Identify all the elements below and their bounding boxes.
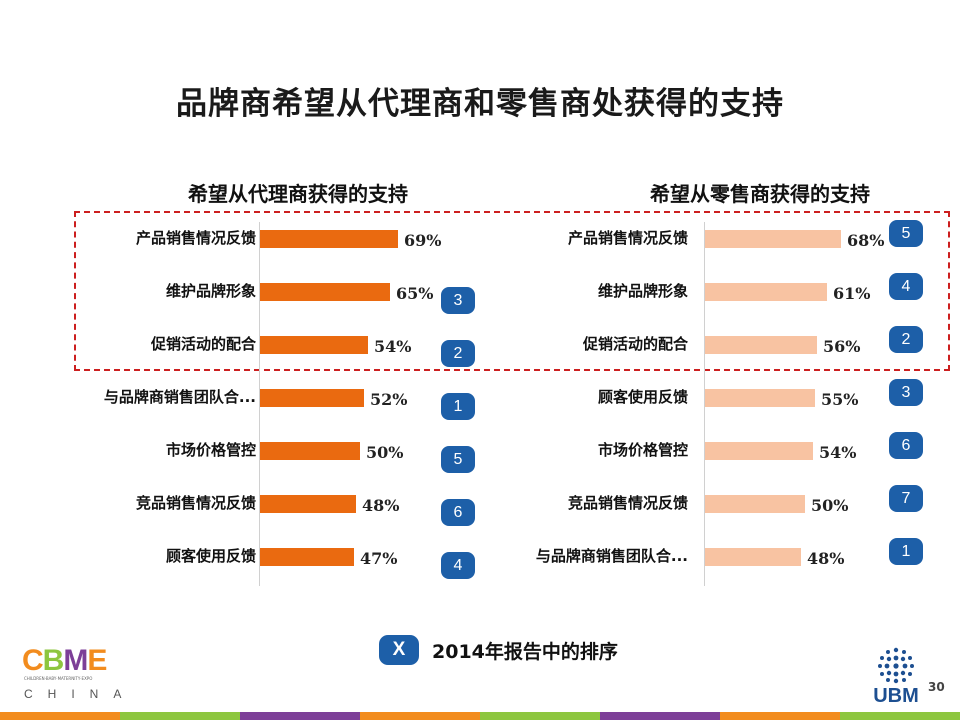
right-rank-badge: 2 xyxy=(889,326,923,353)
right-value-label: 54% xyxy=(819,443,857,462)
left-bar xyxy=(260,495,356,513)
right-value-label: 48% xyxy=(807,549,845,568)
right-rank-badge: 5 xyxy=(889,220,923,247)
page-title: 品牌商希望从代理商和零售商处获得的支持 xyxy=(176,86,784,122)
left-rank-badge: 6 xyxy=(441,499,475,526)
right-bar xyxy=(705,283,827,301)
footer-stripe-segment xyxy=(600,712,720,720)
left-bar xyxy=(260,442,360,460)
left-category-label: 竞品销售情况反馈 xyxy=(135,494,256,512)
cbme-subtitle: CHILDREN·BABY·MATERNITY·EXPO xyxy=(24,676,93,681)
ubm-globe-icon xyxy=(878,647,914,684)
right-bar xyxy=(705,495,805,513)
left-bar xyxy=(260,336,368,354)
right-rank-badge: 6 xyxy=(889,432,923,459)
left-value-label: 54% xyxy=(374,337,412,356)
left-bar xyxy=(260,283,390,301)
right-chart-title: 希望从零售商获得的支持 xyxy=(650,182,870,206)
left-rank-badge: 2 xyxy=(441,340,475,367)
footer-stripe-segment xyxy=(120,712,240,720)
right-rank-badge: 3 xyxy=(889,379,923,406)
top-three-highlight-box xyxy=(74,211,950,371)
left-rank-badge: 4 xyxy=(441,552,475,579)
left-value-label: 52% xyxy=(370,390,408,409)
right-bar xyxy=(705,389,815,407)
right-category-label: 竞品销售情况反馈 xyxy=(567,494,688,512)
footer-stripe-segment xyxy=(360,712,480,720)
footer-stripe-segment xyxy=(0,712,120,720)
cbme-logo-b: B xyxy=(42,644,65,677)
right-rank-badge: 4 xyxy=(889,273,923,300)
left-category-label: 顾客使用反馈 xyxy=(165,547,256,565)
left-value-label: 47% xyxy=(360,549,398,568)
right-value-label: 61% xyxy=(833,284,871,303)
left-value-label: 50% xyxy=(366,443,404,462)
left-category-label: 维护品牌形象 xyxy=(165,282,256,300)
footer-stripe-segment xyxy=(480,712,600,720)
right-chart-axis xyxy=(704,222,705,586)
left-category-label: 与品牌商销售团队合... xyxy=(103,388,256,406)
footer-stripe-segment xyxy=(840,712,960,720)
right-bar xyxy=(705,442,813,460)
right-value-label: 68% xyxy=(847,231,885,250)
left-rank-badge: 3 xyxy=(441,287,475,314)
right-category-label: 促销活动的配合 xyxy=(582,335,688,353)
footer-stripe-segment xyxy=(240,712,360,720)
page-number: 30 xyxy=(928,680,945,694)
right-category-label: 市场价格管控 xyxy=(597,441,688,459)
right-bar xyxy=(705,548,801,566)
legend-rank-badge: X xyxy=(379,635,419,665)
footer-stripe-segment xyxy=(720,712,840,720)
right-rank-badge: 1 xyxy=(889,538,923,565)
cbme-logo: CBME xyxy=(22,644,107,678)
right-value-label: 55% xyxy=(821,390,859,409)
left-bar xyxy=(260,230,398,248)
left-value-label: 48% xyxy=(362,496,400,515)
cbme-logo-c: C xyxy=(22,644,44,677)
cbme-china: CHINA xyxy=(24,687,137,701)
right-value-label: 56% xyxy=(823,337,861,356)
right-value-label: 50% xyxy=(811,496,849,515)
right-category-label: 顾客使用反馈 xyxy=(597,388,688,406)
right-category-label: 与品牌商销售团队合... xyxy=(535,547,688,565)
cbme-logo-e: E xyxy=(87,644,107,677)
left-chart-axis xyxy=(259,222,260,586)
left-bar xyxy=(260,389,364,407)
ubm-logo-text: UBM xyxy=(873,685,919,707)
right-category-label: 产品销售情况反馈 xyxy=(567,229,688,247)
right-bar xyxy=(705,336,817,354)
left-value-label: 65% xyxy=(396,284,434,303)
left-category-label: 产品销售情况反馈 xyxy=(135,229,256,247)
left-category-label: 市场价格管控 xyxy=(165,441,256,459)
right-category-label: 维护品牌形象 xyxy=(597,282,688,300)
right-bar xyxy=(705,230,841,248)
left-value-label: 69% xyxy=(404,231,442,250)
legend-text: 2014年报告中的排序 xyxy=(432,641,618,663)
footer-color-stripe xyxy=(0,712,960,720)
left-chart-title: 希望从代理商获得的支持 xyxy=(188,182,408,206)
left-category-label: 促销活动的配合 xyxy=(150,335,256,353)
left-rank-badge: 1 xyxy=(441,393,475,420)
cbme-logo-m: M xyxy=(63,644,88,677)
left-rank-badge: 5 xyxy=(441,446,475,473)
right-rank-badge: 7 xyxy=(889,485,923,512)
left-bar xyxy=(260,548,354,566)
